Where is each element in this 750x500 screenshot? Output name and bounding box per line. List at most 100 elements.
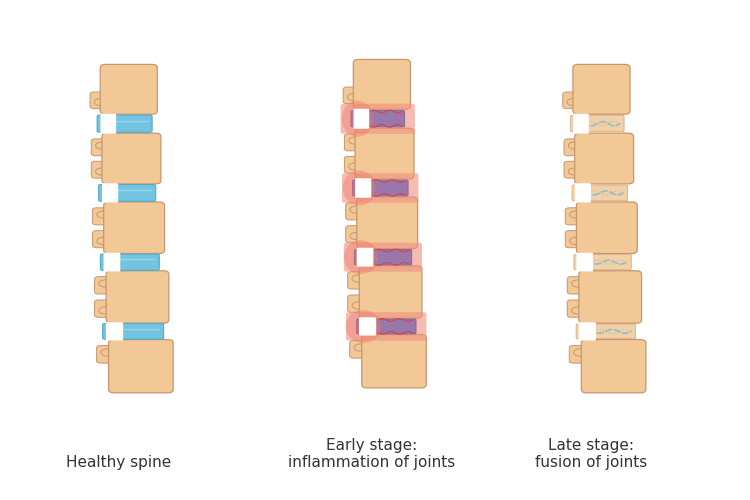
Text: Early stage:
inflammation of joints: Early stage: inflammation of joints xyxy=(288,438,455,470)
FancyBboxPatch shape xyxy=(92,208,125,225)
FancyBboxPatch shape xyxy=(362,334,426,388)
Ellipse shape xyxy=(97,211,109,218)
FancyBboxPatch shape xyxy=(98,115,152,132)
FancyBboxPatch shape xyxy=(355,178,371,198)
Ellipse shape xyxy=(99,307,112,314)
FancyBboxPatch shape xyxy=(359,318,376,336)
FancyBboxPatch shape xyxy=(92,139,123,156)
FancyBboxPatch shape xyxy=(357,248,374,266)
Ellipse shape xyxy=(101,349,115,356)
Text: Healthy spine: Healthy spine xyxy=(65,455,171,470)
FancyBboxPatch shape xyxy=(104,202,164,254)
Ellipse shape xyxy=(572,307,585,314)
FancyBboxPatch shape xyxy=(346,203,378,220)
Ellipse shape xyxy=(97,238,109,244)
Ellipse shape xyxy=(574,349,587,356)
Ellipse shape xyxy=(95,168,108,175)
FancyBboxPatch shape xyxy=(574,254,632,270)
FancyBboxPatch shape xyxy=(103,324,164,340)
FancyBboxPatch shape xyxy=(100,64,158,114)
FancyBboxPatch shape xyxy=(359,266,422,318)
FancyBboxPatch shape xyxy=(94,276,128,294)
FancyBboxPatch shape xyxy=(579,271,641,323)
FancyBboxPatch shape xyxy=(100,254,159,270)
FancyBboxPatch shape xyxy=(562,92,593,108)
FancyBboxPatch shape xyxy=(353,108,369,129)
FancyBboxPatch shape xyxy=(348,295,381,312)
Ellipse shape xyxy=(568,142,580,149)
Ellipse shape xyxy=(567,98,579,105)
Ellipse shape xyxy=(572,280,585,287)
Ellipse shape xyxy=(346,310,381,342)
FancyBboxPatch shape xyxy=(353,60,410,110)
Ellipse shape xyxy=(568,168,580,175)
Ellipse shape xyxy=(349,163,361,170)
Ellipse shape xyxy=(344,240,378,274)
FancyBboxPatch shape xyxy=(344,87,374,104)
FancyBboxPatch shape xyxy=(102,133,161,184)
FancyBboxPatch shape xyxy=(344,156,376,173)
Ellipse shape xyxy=(99,280,112,287)
Ellipse shape xyxy=(569,211,582,218)
Ellipse shape xyxy=(347,94,359,100)
FancyBboxPatch shape xyxy=(576,252,593,272)
FancyBboxPatch shape xyxy=(354,250,412,265)
FancyBboxPatch shape xyxy=(577,202,638,254)
FancyBboxPatch shape xyxy=(106,271,169,323)
FancyBboxPatch shape xyxy=(579,322,596,340)
Ellipse shape xyxy=(349,137,361,144)
Ellipse shape xyxy=(342,100,374,137)
Ellipse shape xyxy=(352,302,365,309)
FancyBboxPatch shape xyxy=(346,226,378,243)
FancyBboxPatch shape xyxy=(352,180,408,196)
FancyBboxPatch shape xyxy=(92,162,123,178)
FancyBboxPatch shape xyxy=(348,272,381,289)
FancyBboxPatch shape xyxy=(573,114,589,134)
FancyBboxPatch shape xyxy=(90,92,121,108)
FancyBboxPatch shape xyxy=(346,312,427,340)
FancyBboxPatch shape xyxy=(340,104,415,134)
FancyBboxPatch shape xyxy=(98,184,156,202)
FancyBboxPatch shape xyxy=(571,116,624,132)
FancyBboxPatch shape xyxy=(573,64,630,114)
FancyBboxPatch shape xyxy=(344,134,376,151)
FancyBboxPatch shape xyxy=(357,197,418,248)
FancyBboxPatch shape xyxy=(566,208,598,225)
FancyBboxPatch shape xyxy=(100,114,116,134)
FancyBboxPatch shape xyxy=(574,133,634,184)
FancyBboxPatch shape xyxy=(106,322,123,340)
FancyBboxPatch shape xyxy=(572,185,628,201)
FancyBboxPatch shape xyxy=(567,300,601,318)
FancyBboxPatch shape xyxy=(342,173,418,203)
Ellipse shape xyxy=(350,206,362,213)
FancyBboxPatch shape xyxy=(102,183,118,203)
FancyBboxPatch shape xyxy=(355,128,414,179)
FancyBboxPatch shape xyxy=(94,300,128,318)
FancyBboxPatch shape xyxy=(564,139,596,156)
FancyBboxPatch shape xyxy=(576,324,635,339)
Ellipse shape xyxy=(352,275,365,282)
FancyBboxPatch shape xyxy=(356,319,416,334)
FancyBboxPatch shape xyxy=(574,183,591,203)
FancyBboxPatch shape xyxy=(97,346,131,363)
Text: Late stage:
fusion of joints: Late stage: fusion of joints xyxy=(535,438,647,470)
FancyBboxPatch shape xyxy=(566,230,598,248)
FancyBboxPatch shape xyxy=(352,118,404,126)
Ellipse shape xyxy=(569,238,582,244)
FancyBboxPatch shape xyxy=(92,230,125,248)
Ellipse shape xyxy=(354,344,368,351)
Ellipse shape xyxy=(95,142,108,149)
FancyBboxPatch shape xyxy=(104,252,120,272)
FancyBboxPatch shape xyxy=(350,340,384,358)
Ellipse shape xyxy=(350,232,362,239)
FancyBboxPatch shape xyxy=(109,340,173,393)
FancyBboxPatch shape xyxy=(569,346,604,363)
Ellipse shape xyxy=(343,170,376,205)
FancyBboxPatch shape xyxy=(355,256,411,264)
FancyBboxPatch shape xyxy=(357,326,416,334)
FancyBboxPatch shape xyxy=(353,188,407,196)
FancyBboxPatch shape xyxy=(564,162,596,178)
FancyBboxPatch shape xyxy=(581,340,646,393)
FancyBboxPatch shape xyxy=(567,276,601,294)
FancyBboxPatch shape xyxy=(351,110,404,127)
